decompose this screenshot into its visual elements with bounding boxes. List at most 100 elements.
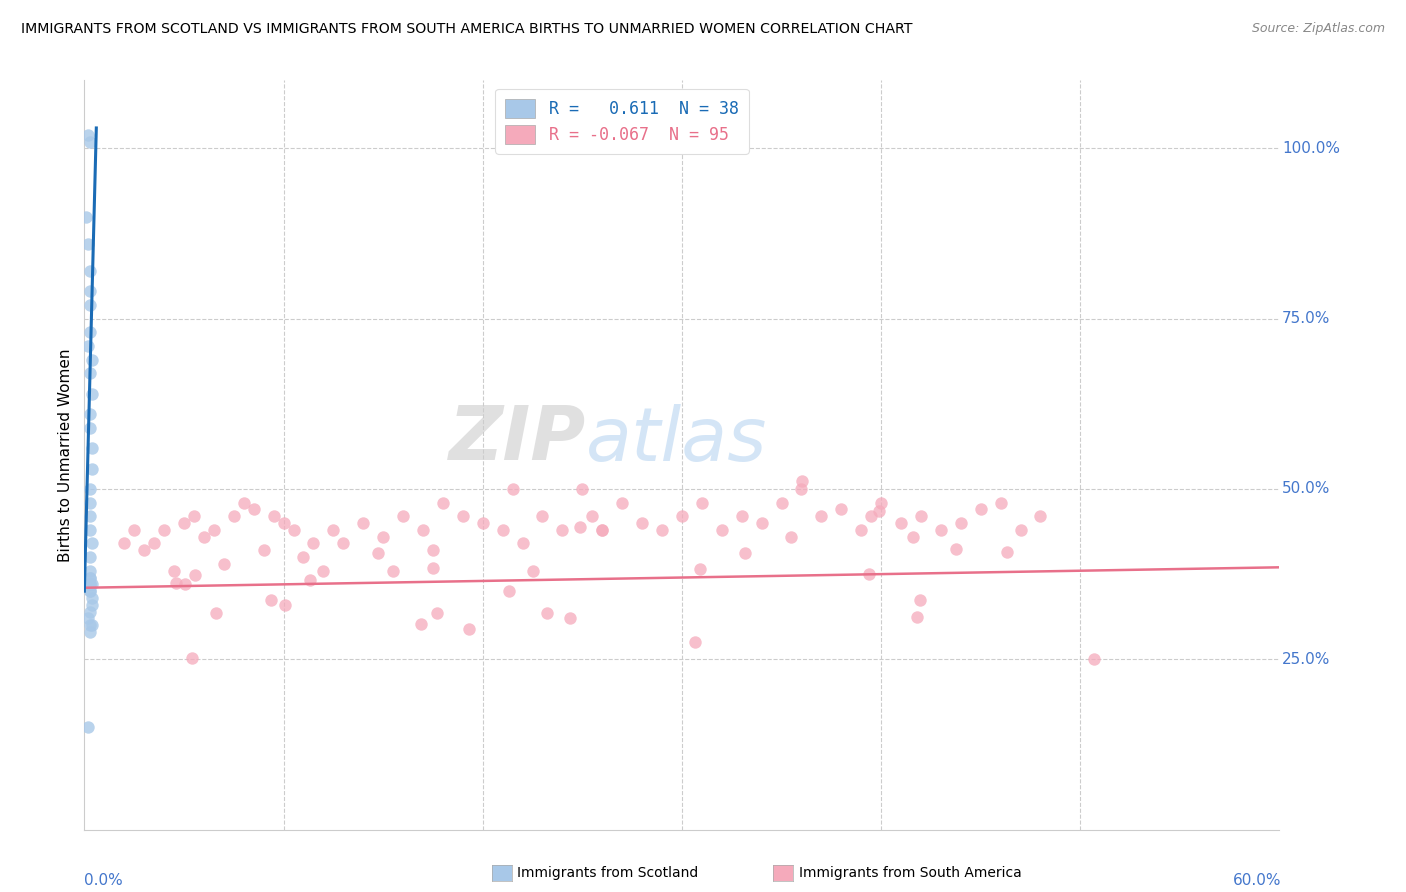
Point: [830, 502, 852, 516]
Point: [260, 592, 283, 607]
Point: [908, 593, 931, 607]
Point: [82, 577, 104, 591]
Point: [367, 546, 389, 560]
Point: [180, 651, 202, 665]
Point: [851, 523, 873, 537]
Point: [457, 622, 479, 636]
Point: [770, 495, 793, 509]
Point: [412, 523, 434, 537]
Point: [810, 509, 832, 524]
Point: [173, 577, 195, 591]
Point: [79, 564, 101, 578]
Point: [990, 495, 1012, 509]
Point: [75, 210, 97, 224]
Y-axis label: Births to Unmarried Women: Births to Unmarried Women: [58, 348, 73, 562]
Point: [581, 509, 603, 524]
Point: [82, 461, 104, 475]
Point: [591, 523, 613, 537]
Point: [731, 509, 754, 524]
Text: ZIP: ZIP: [449, 403, 586, 476]
Point: [79, 625, 101, 640]
Point: [298, 573, 321, 587]
Legend: R =   0.611  N = 38, R = -0.067  N = 95: R = 0.611 N = 38, R = -0.067 N = 95: [495, 88, 749, 153]
Point: [79, 407, 101, 421]
Point: [205, 606, 228, 620]
Point: [79, 298, 101, 312]
Text: 100.0%: 100.0%: [1282, 141, 1340, 156]
Point: [79, 482, 101, 496]
Point: [82, 536, 104, 550]
Point: [202, 523, 225, 537]
Point: [79, 495, 101, 509]
Point: [79, 326, 101, 340]
Point: [79, 135, 101, 149]
Point: [242, 502, 264, 516]
Point: [1010, 523, 1032, 537]
Point: [1029, 509, 1052, 524]
Point: [531, 509, 554, 524]
Point: [1083, 652, 1105, 666]
Point: [352, 516, 374, 530]
Point: [551, 523, 574, 537]
Point: [860, 509, 883, 524]
Point: [112, 536, 135, 550]
Point: [651, 523, 673, 537]
Point: [426, 607, 449, 621]
Point: [82, 352, 104, 367]
Point: [153, 523, 176, 537]
Point: [432, 495, 454, 509]
Point: [382, 564, 405, 578]
Point: [82, 441, 104, 455]
Point: [322, 523, 344, 537]
Point: [451, 509, 474, 524]
Point: [253, 543, 276, 558]
Point: [263, 509, 285, 524]
Point: [193, 530, 215, 544]
Point: [498, 584, 520, 599]
Text: Immigrants from Scotland: Immigrants from Scotland: [517, 866, 699, 880]
Point: [536, 607, 558, 621]
Point: [183, 567, 205, 582]
Point: [79, 584, 101, 599]
Point: [502, 482, 524, 496]
Point: [302, 536, 325, 550]
Point: [122, 523, 145, 537]
Point: [685, 635, 707, 649]
Point: [77, 720, 100, 734]
Point: [79, 577, 101, 591]
Point: [522, 564, 544, 578]
Point: [492, 523, 515, 537]
Point: [901, 530, 924, 544]
Point: [79, 366, 101, 380]
Point: [631, 516, 654, 530]
Point: [945, 541, 967, 556]
Point: [132, 543, 156, 558]
Text: 0.0%: 0.0%: [84, 873, 124, 888]
Point: [997, 545, 1019, 559]
Text: 50.0%: 50.0%: [1282, 482, 1330, 497]
Point: [79, 264, 101, 278]
Point: [332, 536, 354, 550]
Point: [77, 339, 100, 353]
Point: [905, 609, 928, 624]
Point: [868, 503, 890, 517]
Point: [792, 475, 814, 489]
Point: [780, 530, 803, 544]
Point: [77, 128, 100, 142]
Point: [870, 495, 893, 509]
Point: [373, 530, 395, 544]
Point: [612, 495, 634, 509]
Point: [82, 618, 104, 632]
Point: [422, 561, 444, 575]
Point: [283, 523, 305, 537]
Text: IMMIGRANTS FROM SCOTLAND VS IMMIGRANTS FROM SOUTH AMERICA BIRTHS TO UNMARRIED WO: IMMIGRANTS FROM SCOTLAND VS IMMIGRANTS F…: [21, 22, 912, 37]
Point: [273, 598, 295, 612]
Point: [82, 598, 104, 612]
Point: [569, 519, 592, 533]
Point: [591, 523, 613, 537]
Point: [560, 611, 582, 625]
Point: [929, 523, 952, 537]
Point: [392, 509, 415, 524]
Point: [232, 495, 254, 509]
Text: Immigrants from South America: Immigrants from South America: [799, 866, 1021, 880]
